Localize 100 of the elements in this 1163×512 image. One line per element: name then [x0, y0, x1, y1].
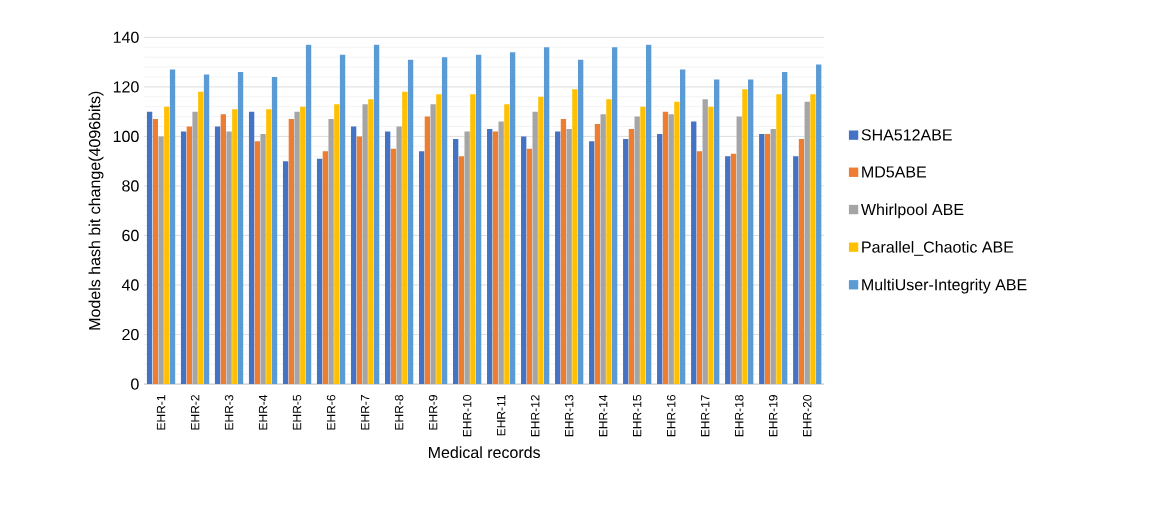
- bar: [600, 114, 606, 385]
- bar: [396, 126, 402, 385]
- bar: [464, 131, 470, 385]
- x-tick-label: EHR-8: [394, 394, 404, 430]
- legend-label: MultiUser-Integrity ABE: [862, 278, 1027, 294]
- bar: [146, 111, 153, 385]
- bar: [470, 94, 476, 385]
- x-tick-label: EHR-9: [428, 395, 438, 430]
- y-tick-label: 100: [113, 130, 139, 143]
- bar: [714, 79, 720, 385]
- y-tick-label: 80: [122, 180, 139, 192]
- bar: [640, 106, 646, 385]
- bar: [350, 126, 357, 385]
- bar: [810, 94, 816, 385]
- bar: [430, 104, 436, 385]
- bar: [770, 128, 776, 385]
- bar: [220, 114, 227, 385]
- bar: [305, 44, 312, 385]
- bar: [816, 64, 822, 385]
- bar: [453, 138, 459, 385]
- x-tick-label: EHR-5: [292, 394, 302, 430]
- bar: [424, 116, 431, 385]
- x-tick-label: EHR-12: [530, 395, 540, 437]
- x-tick-label: EHR-15: [633, 394, 642, 437]
- bar: [237, 71, 244, 385]
- x-tick-label: EHR-6: [326, 394, 336, 430]
- bar: [696, 151, 703, 385]
- x-tick-label: EHR-11: [497, 395, 506, 436]
- bar: [708, 106, 714, 385]
- bar: [606, 99, 612, 385]
- bar: [798, 138, 805, 385]
- bar: [680, 69, 686, 385]
- bar: [566, 128, 572, 385]
- bar: [487, 128, 493, 385]
- bar: [498, 121, 504, 385]
- x-tick-label: EHR-1: [156, 395, 166, 430]
- bar: [532, 111, 538, 385]
- x-tick-label: EHR-16: [666, 394, 676, 437]
- bar: [203, 74, 210, 385]
- bar: [271, 76, 278, 385]
- y-tick-label: 40: [121, 279, 139, 291]
- bar: [662, 111, 669, 385]
- bar: [759, 133, 765, 385]
- bar: [543, 47, 550, 385]
- bar: [764, 133, 771, 385]
- x-tick-label: EHR-18: [734, 394, 744, 437]
- legend-label: SHA512ABE: [861, 129, 952, 141]
- bar: [645, 44, 652, 385]
- bar: [164, 106, 170, 385]
- bar: [300, 106, 306, 385]
- bar: [390, 148, 397, 385]
- bar: [214, 126, 221, 385]
- bar: [158, 136, 164, 385]
- bar: [362, 104, 368, 385]
- x-tick-label: EHR-4: [258, 394, 268, 430]
- bar: [232, 109, 238, 385]
- bar: [674, 101, 680, 385]
- bar: [521, 136, 527, 385]
- bar: [691, 121, 697, 385]
- bar: [628, 128, 635, 385]
- bar: [538, 96, 544, 385]
- bar: [192, 111, 198, 385]
- bar: [577, 59, 584, 385]
- bar: [436, 94, 442, 385]
- x-tick-label: EHR-20: [802, 394, 812, 437]
- bar: [186, 126, 192, 385]
- bar: [736, 116, 742, 385]
- bar: [282, 161, 289, 385]
- bar: [509, 52, 516, 385]
- bar: [458, 156, 465, 385]
- bar: [418, 151, 425, 385]
- bar: [668, 114, 674, 385]
- bar: [742, 89, 748, 385]
- x-tick-label: EHR-19: [768, 395, 778, 437]
- bar: [589, 141, 595, 385]
- bar: [475, 54, 482, 385]
- bar: [804, 101, 810, 385]
- bar: [793, 156, 799, 385]
- bar: [198, 91, 204, 385]
- bar: [328, 119, 334, 385]
- y-tick-label: 140: [113, 31, 139, 43]
- bar: [339, 54, 346, 385]
- bar: [402, 91, 408, 385]
- legend-label: Whirlpool ABE: [860, 203, 964, 219]
- x-tick-label: EHR-2: [190, 395, 200, 430]
- bar: [266, 109, 272, 385]
- x-axis-title: Medical records: [428, 446, 541, 459]
- bar: [730, 153, 737, 385]
- legend-label: Parallel_Chaotic ABE: [862, 240, 1014, 256]
- bar: [504, 104, 510, 385]
- bar: [441, 57, 448, 385]
- y-tick-label: 0: [131, 378, 139, 390]
- bar: [169, 69, 176, 385]
- bar: [334, 104, 340, 385]
- bar: [356, 136, 363, 385]
- bar: [384, 131, 391, 385]
- bar: [322, 151, 329, 385]
- bar: [288, 119, 295, 385]
- bar: [407, 59, 414, 385]
- x-tick-label: EHR-17: [701, 395, 710, 437]
